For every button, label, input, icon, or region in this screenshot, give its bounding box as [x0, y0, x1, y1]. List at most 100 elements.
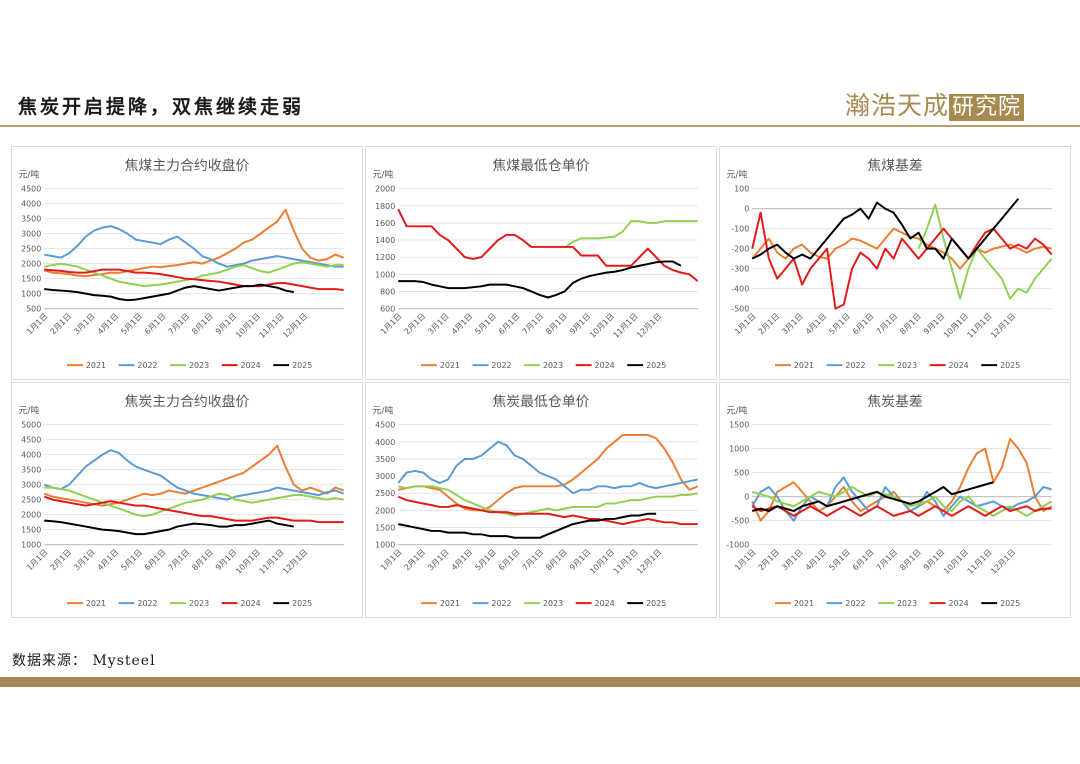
x-tick-label: 11月1日 [611, 312, 639, 340]
x-tick-label: 2月1日 [757, 312, 782, 337]
legend-label-2022: 2022 [137, 361, 157, 370]
chart-title: 焦炭最低仓单价 [492, 394, 589, 410]
y-tick-label: 800 [380, 287, 395, 296]
x-tick-label: 12月1日 [281, 312, 309, 340]
x-tick-label: 6月1日 [851, 312, 876, 337]
series-line-2025 [751, 198, 1020, 260]
y-tick-label: 4000 [21, 200, 41, 209]
x-tick-label: 6月1日 [497, 312, 522, 337]
legend-label-2025: 2025 [646, 599, 666, 608]
x-tick-label: 8月1日 [544, 312, 569, 337]
y-tick-label: 500 [26, 305, 41, 314]
x-tick-label: 3月1日 [780, 312, 805, 337]
y-tick-label: 3500 [21, 215, 41, 224]
series-line-2024 [43, 495, 344, 524]
series-line-2022 [397, 440, 698, 495]
x-tick-label: 1月1日 [25, 312, 50, 337]
y-tick-label: -400 [731, 285, 749, 294]
series-line-2024 [397, 208, 699, 282]
legend-label-2022: 2022 [845, 599, 865, 608]
y-axis-label: 元/吨 [18, 405, 39, 417]
y-tick-label: 1500 [21, 526, 41, 535]
y-tick-label: 4500 [21, 185, 41, 194]
series-line-2022 [43, 449, 345, 501]
y-tick-label: -200 [731, 245, 749, 254]
chart-title: 焦炭主力合约收盘价 [125, 393, 250, 410]
x-tick-label: 11月1日 [257, 312, 285, 340]
x-tick-label: 10月1日 [588, 312, 616, 340]
legend-label-2021: 2021 [794, 361, 814, 370]
x-tick-label: 11月1日 [965, 312, 993, 340]
series-line-2023 [44, 261, 344, 288]
x-tick-label: 5月1日 [473, 312, 498, 337]
series-line-2024 [44, 268, 344, 291]
y-tick-label: 1400 [375, 236, 395, 245]
x-tick-label: 4月1日 [804, 548, 829, 573]
y-tick-label: 1500 [375, 523, 395, 532]
y-tick-label: 1000 [729, 445, 749, 454]
legend-label-2022: 2022 [491, 361, 511, 370]
y-tick-label: 0 [744, 205, 749, 214]
legend-label-2024: 2024 [949, 599, 969, 608]
series-line-2023 [398, 485, 698, 517]
legend-label-2023: 2023 [897, 599, 917, 608]
y-tick-label: -100 [731, 225, 749, 234]
legend-label-2024: 2024 [595, 599, 615, 608]
x-tick-label: 6月1日 [143, 312, 168, 337]
x-tick-label: 11月1日 [612, 548, 640, 576]
x-tick-label: 12月1日 [635, 312, 663, 340]
x-tick-label: 10月1日 [588, 548, 616, 576]
y-tick-label: 3500 [375, 455, 395, 464]
y-tick-label: 2000 [21, 260, 41, 269]
y-axis-label: 元/吨 [726, 169, 747, 181]
source-label: 数据来源： [12, 653, 87, 669]
series-line-2022 [44, 225, 344, 268]
y-tick-label: 2000 [375, 506, 395, 515]
chart-title: 焦煤基差 [867, 157, 923, 174]
legend-label-2023: 2023 [543, 361, 563, 370]
y-tick-label: 1000 [21, 541, 41, 550]
x-tick-label: 3月1日 [426, 548, 451, 573]
x-tick-label: 4月1日 [96, 548, 121, 573]
x-tick-label: 6月1日 [851, 548, 876, 573]
y-tick-label: 1000 [21, 290, 41, 299]
series-line-2025 [398, 512, 657, 539]
legend-label-2022: 2022 [845, 361, 865, 370]
legend-label-2021: 2021 [440, 599, 460, 608]
x-tick-label: 3月1日 [72, 548, 97, 573]
legend-label-2021: 2021 [86, 599, 106, 608]
legend-label-2024: 2024 [241, 361, 261, 370]
y-tick-label: 2000 [375, 185, 395, 194]
series-line-2023 [917, 203, 1053, 300]
x-tick-label: 2月1日 [757, 548, 782, 573]
series-line-2021 [751, 227, 1052, 270]
y-tick-label: 0 [744, 493, 749, 502]
x-tick-label: 8月1日 [898, 548, 923, 573]
series-line-2025 [751, 481, 994, 512]
x-tick-label: 5月1日 [827, 312, 852, 337]
y-tick-label: 3000 [21, 230, 41, 239]
x-tick-label: 8月1日 [544, 548, 569, 573]
x-tick-label: 8月1日 [190, 548, 215, 573]
legend-label-2023: 2023 [897, 361, 917, 370]
legend-label-2022: 2022 [137, 599, 157, 608]
series-line-2025 [44, 519, 294, 536]
legend-label-2023: 2023 [189, 361, 209, 370]
y-tick-label: 600 [380, 305, 395, 314]
y-tick-label: 2500 [375, 489, 395, 498]
y-tick-label: 4500 [21, 436, 41, 445]
x-tick-label: 5月1日 [473, 548, 498, 573]
y-axis-label: 元/吨 [18, 169, 39, 181]
x-tick-label: 4月1日 [96, 312, 121, 337]
x-tick-label: 10月1日 [234, 312, 262, 340]
data-source: 数据来源： Mysteel [12, 650, 156, 670]
page-title: 焦炭开启提降，双焦继续走弱 [18, 96, 305, 118]
chart-title: 焦煤最低仓单价 [492, 158, 589, 174]
x-tick-label: 1月1日 [733, 548, 758, 573]
brand-logo: 瀚浩天成 研究院 [845, 86, 1025, 122]
x-tick-label: 7月1日 [521, 312, 546, 337]
x-tick-label: 7月1日 [875, 548, 900, 573]
x-tick-label: 12月1日 [635, 548, 663, 576]
logo-box-text: 研究院 [949, 94, 1025, 121]
